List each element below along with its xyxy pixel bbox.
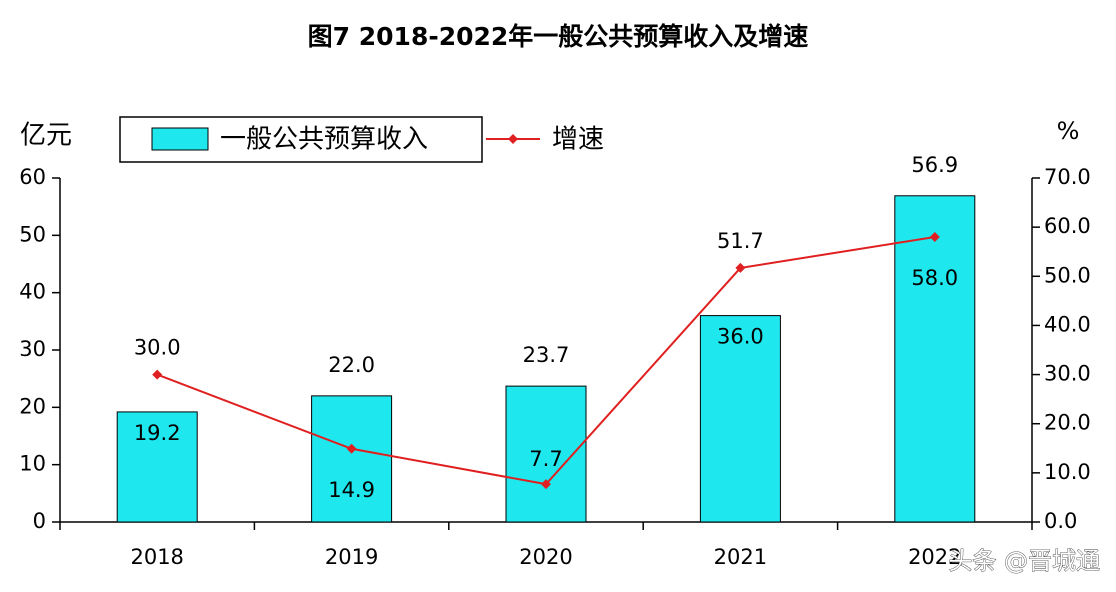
legend-label: 增速 xyxy=(552,125,604,155)
line-value-label: 51.7 xyxy=(717,229,764,253)
bar xyxy=(311,395,393,523)
y-tick-label: 50 xyxy=(19,222,46,246)
y-tick-label: 0 xyxy=(33,509,46,533)
x-tick-label: 2020 xyxy=(519,545,572,569)
y2-tick-label: 30.0 xyxy=(1044,362,1091,386)
bar xyxy=(894,195,976,523)
y2-tick-label: 10.0 xyxy=(1044,460,1091,484)
y-axis-label: 亿元 xyxy=(20,121,72,151)
line-marker xyxy=(541,479,551,490)
watermark: 头条 @晋城通 xyxy=(948,547,1100,575)
x-tick-label: 2021 xyxy=(714,545,767,569)
bar-value-label: 23.7 xyxy=(523,343,570,367)
bar xyxy=(699,315,781,523)
y2-tick-label: 60.0 xyxy=(1044,214,1091,238)
line-value-label: 7.7 xyxy=(529,447,562,471)
y2-tick-label: 20.0 xyxy=(1044,411,1091,435)
line-marker xyxy=(735,262,746,273)
line-marker xyxy=(929,231,940,242)
line-value-label: 14.9 xyxy=(328,478,375,502)
y2-tick-label: 50.0 xyxy=(1044,263,1091,287)
bar xyxy=(116,411,198,523)
y2-tick-label: 40.0 xyxy=(1044,312,1091,336)
x-tick-label: 2018 xyxy=(130,545,183,569)
bar-value-label: 56.9 xyxy=(911,153,958,177)
y-tick-label: 40 xyxy=(19,280,46,304)
x-tick-label: 2019 xyxy=(325,545,378,569)
chart-title: 图7 2018-2022年一般公共预算收入及增速 xyxy=(308,22,809,51)
y2-axis-label: % xyxy=(1057,117,1080,145)
bar-value-label: 19.2 xyxy=(134,421,181,445)
x-tick-label: 2022 xyxy=(908,545,961,569)
legend-marker xyxy=(508,134,518,144)
y-tick-label: 30 xyxy=(19,337,46,361)
line-marker xyxy=(346,443,357,454)
bar-value-label: 22.0 xyxy=(328,353,375,377)
y-tick-label: 10 xyxy=(19,452,46,476)
bar-value-label: 36.0 xyxy=(717,325,764,349)
line-marker xyxy=(152,369,163,380)
line-value-label: 58.0 xyxy=(911,266,958,290)
line-value-label: 30.0 xyxy=(134,336,181,360)
legend-label: 一般公共预算收入 xyxy=(220,125,428,155)
y-tick-label: 20 xyxy=(19,394,46,418)
y2-tick-label: 70.0 xyxy=(1044,165,1091,189)
y2-tick-label: 0.0 xyxy=(1044,509,1077,533)
y-tick-label: 60 xyxy=(19,165,46,189)
legend-swatch xyxy=(151,127,209,151)
